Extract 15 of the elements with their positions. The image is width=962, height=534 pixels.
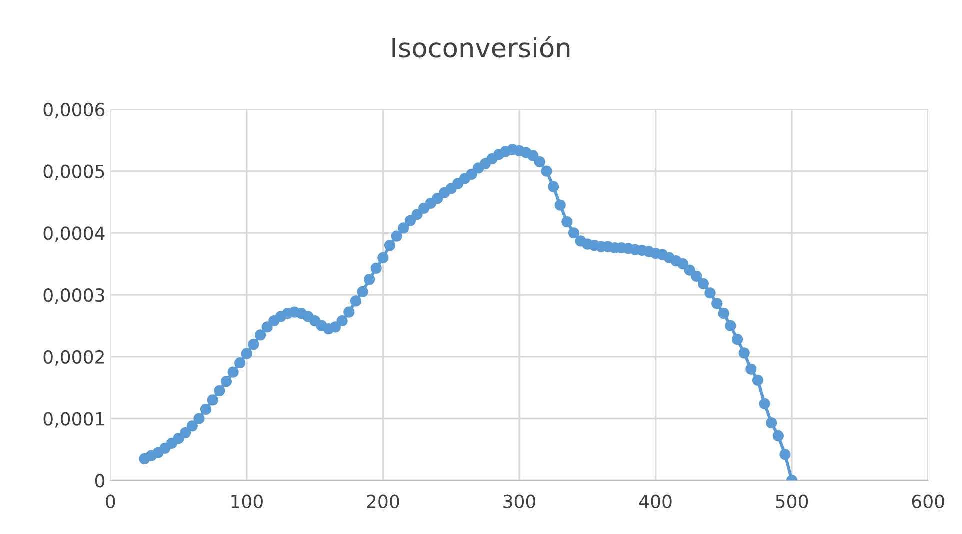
chart-title: Isoconversión — [392, 36, 570, 58]
y-tick-label: 0,0004 — [44, 226, 105, 242]
x-tick-label: 600 — [912, 494, 944, 508]
x-tick-label: 0 — [106, 494, 116, 508]
x-tick-label: 500 — [776, 494, 808, 508]
x-tick-label: 300 — [504, 494, 536, 508]
y-tick-label: 0,0003 — [44, 288, 104, 304]
x-tick-label: 100 — [232, 494, 263, 508]
y-tick-label: 0,0002 — [44, 350, 104, 366]
x-tick-label: 200 — [367, 494, 400, 508]
y-tick-label: 0,0006 — [44, 102, 105, 118]
y-tick-label: 0,0005 — [44, 164, 104, 180]
y-tick-label: 0,0001 — [44, 412, 104, 428]
x-tick-label: 400 — [639, 494, 672, 508]
y-tick-label: 0 — [95, 474, 105, 488]
